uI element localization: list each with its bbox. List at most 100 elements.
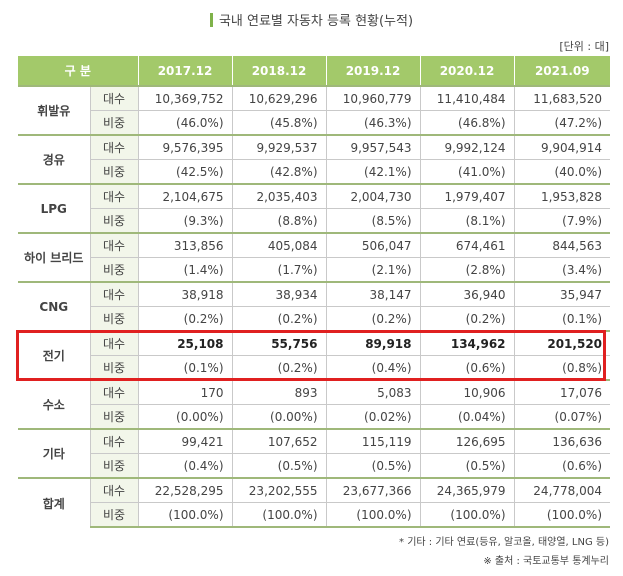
- table-row: 비중 (100.0%) (100.0%) (100.0%) (100.0%) (100.0…: [18, 502, 611, 528]
- ratio-cell: (8.5%): [326, 208, 421, 233]
- count-cell: 38,918: [138, 281, 233, 307]
- title-text: 국내 연료별 자동차 등록 현황(누적): [218, 14, 414, 29]
- ratio-cell: (100.0%): [326, 502, 421, 528]
- count-cell: 1,953,828: [514, 183, 611, 209]
- ratio-label: 비중: [90, 257, 139, 282]
- table-row: 비중 (0.1%) (0.2%) (0.4%) (0.6%) (0.8%): [18, 355, 611, 380]
- note-other-fuel: * 기타 : 기타 연료(등유, 알코올, 태양열, LNG 등): [399, 537, 609, 548]
- ratio-cell: (41.0%): [420, 159, 515, 184]
- count-cell: 107,652: [232, 428, 327, 454]
- ratio-cell: (0.2%): [232, 355, 327, 380]
- count-cell: 9,904,914: [514, 134, 611, 160]
- table-row: 기타 대수 99,421 107,652 115,119 126,695 136,636: [18, 428, 611, 478]
- unit-label: [단위 : 대]: [559, 40, 609, 53]
- count-cell: 11,683,520: [514, 85, 611, 111]
- ratio-cell: (47.2%): [514, 110, 611, 135]
- count-cell: 38,147: [326, 281, 421, 307]
- count-label: 대수: [90, 134, 139, 160]
- count-cell: 5,083: [326, 379, 421, 405]
- ratio-label: 비중: [90, 453, 139, 478]
- header-year: 2017.12: [138, 56, 233, 86]
- ratio-cell: (1.4%): [138, 257, 233, 282]
- ratio-label: 비중: [90, 502, 139, 528]
- count-cell: 170: [138, 379, 233, 405]
- ratio-cell: (2.8%): [420, 257, 515, 282]
- title-marker: [209, 13, 213, 27]
- ratio-cell: (100.0%): [420, 502, 515, 528]
- header-category: 구 분: [18, 56, 139, 86]
- count-cell: 55,756: [232, 330, 327, 356]
- count-label: 대수: [90, 85, 139, 111]
- count-cell: 9,992,124: [420, 134, 515, 160]
- count-label: 대수: [90, 477, 139, 503]
- ratio-cell: (0.00%): [138, 404, 233, 429]
- ratio-cell: (46.3%): [326, 110, 421, 135]
- table-title: 국내 연료별 자동차 등록 현황(누적): [0, 10, 623, 29]
- ratio-cell: (100.0%): [514, 502, 611, 528]
- table-row: 비중 (42.5%) (42.8%) (42.1%) (41.0%) (40.0%): [18, 159, 611, 184]
- header-year: 2021.09: [514, 56, 611, 86]
- table-row: 수소 대수 170 893 5,083 10,906 17,076: [18, 379, 611, 429]
- ratio-cell: (100.0%): [138, 502, 233, 528]
- count-cell: 25,108: [138, 330, 233, 356]
- count-cell: 22,528,295: [138, 477, 233, 503]
- ratio-cell: (0.1%): [138, 355, 233, 380]
- ratio-label: 비중: [90, 110, 139, 135]
- count-cell: 10,369,752: [138, 85, 233, 111]
- count-cell: 2,035,403: [232, 183, 327, 209]
- count-cell: 844,563: [514, 232, 611, 258]
- ratio-cell: (0.2%): [232, 306, 327, 331]
- count-cell: 24,365,979: [420, 477, 515, 503]
- count-cell: 201,520: [514, 330, 611, 356]
- ratio-cell: (0.2%): [138, 306, 233, 331]
- table-row: 경유 대수 9,576,395 9,929,537 9,957,543 9,992,124…: [18, 134, 611, 184]
- count-cell: 115,119: [326, 428, 421, 454]
- table-row: 하이 브리드 대수 313,856 405,084 506,047 674,461 844,…: [18, 232, 611, 282]
- ratio-cell: (7.9%): [514, 208, 611, 233]
- ratio-cell: (0.6%): [514, 453, 611, 478]
- ratio-cell: (0.1%): [514, 306, 611, 331]
- header-year: 2018.12: [232, 56, 327, 86]
- fuel-type-label: 경유: [18, 134, 91, 184]
- count-cell: 35,947: [514, 281, 611, 307]
- count-cell: 134,962: [420, 330, 515, 356]
- count-cell: 2,104,675: [138, 183, 233, 209]
- table-row: 비중 (1.4%) (1.7%) (2.1%) (2.8%) (3.4%): [18, 257, 611, 282]
- ratio-label: 비중: [90, 159, 139, 184]
- ratio-cell: (0.4%): [138, 453, 233, 478]
- count-cell: 9,929,537: [232, 134, 327, 160]
- fuel-type-label: 전기: [18, 330, 91, 380]
- table-row: 비중 (0.2%) (0.2%) (0.2%) (0.2%) (0.1%): [18, 306, 611, 331]
- count-cell: 9,576,395: [138, 134, 233, 160]
- ratio-cell: (0.4%): [326, 355, 421, 380]
- count-cell: 11,410,484: [420, 85, 515, 111]
- ratio-cell: (0.2%): [326, 306, 421, 331]
- ratio-cell: (0.6%): [420, 355, 515, 380]
- table-row: 휘발유 대수 10,369,752 10,629,296 10,960,779 11,41…: [18, 85, 611, 135]
- count-label: 대수: [90, 428, 139, 454]
- count-label: 대수: [90, 330, 139, 356]
- count-cell: 506,047: [326, 232, 421, 258]
- ratio-cell: (2.1%): [326, 257, 421, 282]
- count-cell: 36,940: [420, 281, 515, 307]
- ratio-label: 비중: [90, 404, 139, 429]
- ratio-cell: (42.5%): [138, 159, 233, 184]
- ratio-cell: (40.0%): [514, 159, 611, 184]
- ratio-label: 비중: [90, 355, 139, 380]
- table-row: LPG 대수 2,104,675 2,035,403 2,004,730 1,979,40…: [18, 183, 611, 233]
- count-cell: 10,629,296: [232, 85, 327, 111]
- ratio-cell: (8.1%): [420, 208, 515, 233]
- ratio-cell: (0.2%): [420, 306, 515, 331]
- table-row: 비중 (0.4%) (0.5%) (0.5%) (0.5%) (0.6%): [18, 453, 611, 478]
- ratio-cell: (45.8%): [232, 110, 327, 135]
- fuel-type-label: CNG: [18, 281, 91, 331]
- ratio-cell: (0.00%): [232, 404, 327, 429]
- ratio-cell: (0.5%): [232, 453, 327, 478]
- ratio-cell: (0.07%): [514, 404, 611, 429]
- fuel-type-label: 하이 브리드: [18, 232, 91, 282]
- header-year: 2020.12: [420, 56, 515, 86]
- ratio-cell: (100.0%): [232, 502, 327, 528]
- table-row: 비중 (9.3%) (8.8%) (8.5%) (8.1%) (7.9%): [18, 208, 611, 233]
- count-cell: 126,695: [420, 428, 515, 454]
- ratio-label: 비중: [90, 208, 139, 233]
